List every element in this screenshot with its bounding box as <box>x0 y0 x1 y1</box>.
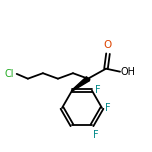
Polygon shape <box>72 77 90 91</box>
Text: F: F <box>95 85 101 95</box>
Text: F: F <box>93 130 99 140</box>
Text: Cl: Cl <box>4 69 14 79</box>
Text: OH: OH <box>121 67 136 77</box>
Text: O: O <box>104 40 112 50</box>
Text: F: F <box>105 103 111 113</box>
